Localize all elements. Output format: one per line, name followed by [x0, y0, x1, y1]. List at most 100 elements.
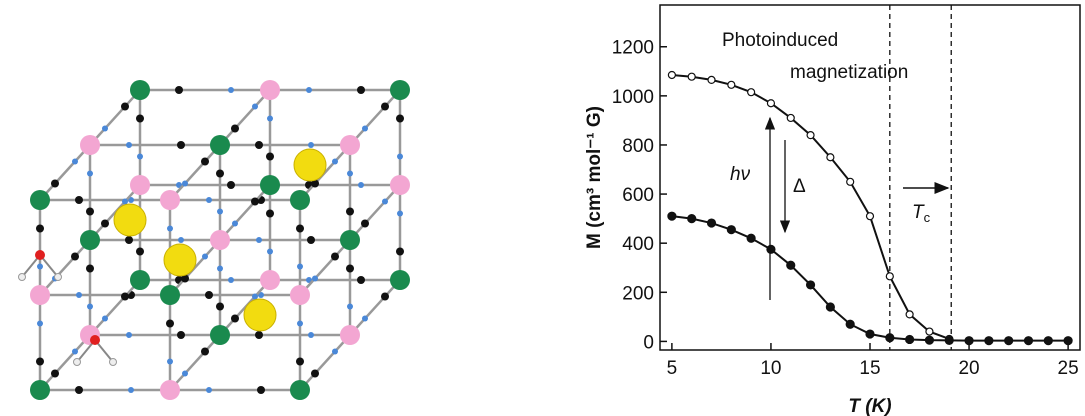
atom-small [266, 209, 274, 218]
x-tick-label: 15 [859, 358, 880, 379]
data-point [746, 233, 756, 243]
atom-small [177, 141, 185, 149]
atom-small [357, 276, 365, 284]
atom-small [86, 264, 94, 273]
y-tick-label: 0 [643, 332, 654, 353]
bond [89, 89, 141, 146]
atom-small [251, 197, 259, 206]
metal-atom [340, 230, 360, 250]
atom-small [136, 114, 144, 123]
atom-small [297, 320, 303, 327]
atom-small [205, 291, 213, 299]
atom-small [296, 224, 304, 233]
bond [299, 144, 351, 201]
data-point [1004, 336, 1014, 346]
x-tick-label: 10 [760, 358, 781, 379]
cation [113, 203, 147, 237]
data-point [845, 319, 855, 329]
atom-small [51, 369, 59, 378]
data-point [944, 335, 954, 346]
atom-small [101, 219, 109, 228]
x-tick-label: 20 [958, 358, 979, 379]
bond [39, 239, 91, 296]
atom-small [167, 225, 173, 232]
x-tick-label: 25 [1058, 358, 1079, 379]
metal-atom [290, 190, 310, 210]
atom-small [381, 292, 389, 301]
metal-atom [130, 80, 150, 100]
cation [243, 298, 277, 332]
atom-small [357, 86, 365, 94]
data-point [1063, 336, 1073, 346]
atom-small [255, 331, 263, 339]
chart: 0 200 400 600 800 1000 1200 5 10 15 20 25 T (K) M (cm… [584, 4, 1081, 416]
atom-small [126, 332, 132, 338]
atom-small [36, 224, 44, 233]
metal-atom [290, 380, 310, 400]
y-tick-label: 600 [622, 185, 654, 206]
atom-small [166, 319, 174, 328]
data-point [706, 218, 717, 228]
water-o [35, 250, 45, 260]
atom-small [128, 387, 134, 393]
data-point [687, 72, 696, 81]
y-tick-label: 1200 [612, 38, 654, 59]
atom-small [36, 357, 44, 366]
bond [39, 334, 91, 391]
data-point [905, 310, 914, 319]
annotation: magnetization [790, 62, 908, 83]
atom-small [72, 158, 78, 165]
atom-small [201, 157, 209, 166]
data-point [1023, 336, 1034, 346]
atom-small [75, 386, 83, 394]
metal-atom [130, 270, 150, 290]
atom-small [136, 247, 144, 256]
atom-small [346, 207, 354, 216]
data-point [885, 333, 895, 343]
atom-small [267, 248, 273, 255]
metal-atom [160, 285, 180, 305]
atom-small [255, 141, 263, 149]
annotation: Photoinduced [722, 30, 838, 51]
atom-small [206, 197, 212, 203]
metal-atom [290, 285, 310, 305]
data-point [726, 225, 736, 235]
atom-small [182, 180, 188, 187]
tc-subscript: c [924, 210, 931, 225]
metal-atom [260, 270, 280, 290]
atom-small [216, 302, 224, 311]
bond [169, 144, 221, 201]
atom-small [267, 115, 273, 122]
atom-small [252, 293, 258, 300]
metal-atom [210, 230, 230, 250]
cation [293, 148, 327, 182]
y-axis-label: M (cm³ mol⁻¹ G) [584, 106, 605, 249]
data-point [865, 212, 875, 221]
data-point [1043, 336, 1053, 346]
bond [349, 279, 401, 336]
atom-small [51, 179, 59, 188]
x-axis-label: T (K) [848, 396, 891, 416]
bond [299, 334, 351, 391]
bond [349, 89, 401, 146]
atom-small [201, 347, 209, 356]
atom-small [37, 320, 43, 327]
atom-small [102, 315, 108, 322]
metal-atom [260, 175, 280, 195]
atom-small [231, 314, 239, 323]
atom-small [202, 253, 208, 260]
atom-small [181, 274, 189, 283]
atom-small [137, 153, 143, 160]
metal-atom [160, 190, 180, 210]
atom-small [297, 263, 303, 270]
bond [349, 184, 401, 241]
water-h [54, 273, 62, 281]
metal-atom [80, 135, 100, 155]
water-h [109, 358, 117, 366]
atom-small [258, 292, 264, 298]
atom-small [332, 158, 338, 165]
metal-atom [210, 135, 230, 155]
atom-small [266, 152, 274, 161]
